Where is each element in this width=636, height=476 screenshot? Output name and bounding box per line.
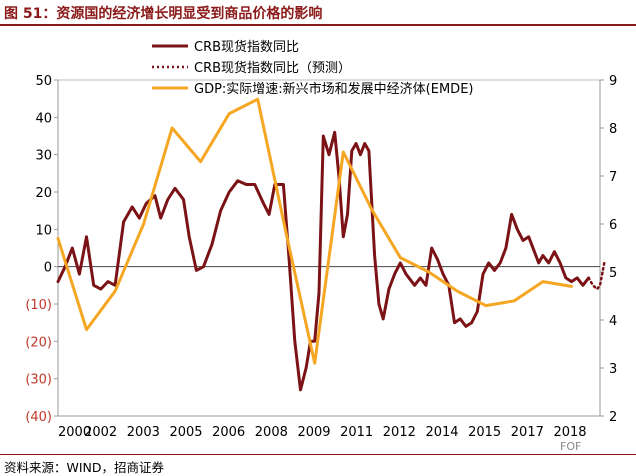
x-tick-label: 2003 xyxy=(127,425,160,440)
x-tick-label: 2011 xyxy=(340,425,373,440)
x-tick-label: 2017 xyxy=(511,425,544,440)
x-tick-label: 2018 xyxy=(553,425,586,440)
left-tick-label: (30) xyxy=(25,373,52,388)
left-tick-label: 0 xyxy=(44,261,52,276)
series-line-crb xyxy=(56,130,591,392)
source-divider xyxy=(0,454,636,455)
x-tick-label: 2000 xyxy=(58,425,91,440)
right-tick-label: 9 xyxy=(609,74,617,89)
right-tick-label: 5 xyxy=(609,266,617,281)
left-tick-label: 20 xyxy=(35,186,52,201)
right-tick-label: 4 xyxy=(609,314,617,329)
x-tick-label: 2008 xyxy=(255,425,288,440)
legend: CRB现货指数同比 CRB现货指数同比（预测） GDP:实际增速:新兴市场和发展… xyxy=(152,39,473,97)
series-layer xyxy=(56,97,606,392)
x-tick-label: 2005 xyxy=(169,425,202,440)
series-line-gdp xyxy=(56,97,573,365)
x-tick-label: 2006 xyxy=(212,425,245,440)
right-tick-label: 7 xyxy=(609,170,617,185)
left-tick-label: (40) xyxy=(25,410,52,425)
x-tick-label: 2009 xyxy=(297,425,330,440)
series-line-crb-forecast xyxy=(587,261,606,291)
legend-label-crb-forecast: CRB现货指数同比（预测） xyxy=(194,60,351,76)
left-tick-label: (20) xyxy=(25,335,52,350)
figure-title: 图 51：资源国的经济增长明显受到商品价格的影响 xyxy=(4,6,323,22)
x-tick-label: 2015 xyxy=(468,425,501,440)
left-tick-label: 50 xyxy=(35,74,52,89)
source-note: 资料来源：WIND，招商证券 xyxy=(4,460,165,475)
left-axis-ticks: 50 40 30 20 10 0 (10) (20) (30) (40) xyxy=(25,74,58,425)
legend-label-crb: CRB现货指数同比 xyxy=(194,39,299,55)
left-tick-label: 40 xyxy=(35,111,52,126)
legend-label-gdp: GDP:实际增速:新兴市场和发展中经济体(EMDE) xyxy=(194,81,473,97)
right-tick-label: 3 xyxy=(609,362,617,377)
right-tick-label: 2 xyxy=(609,410,617,425)
watermark: FOF xyxy=(560,440,582,453)
title-bar xyxy=(0,0,636,26)
x-tick-label: 2012 xyxy=(383,425,416,440)
left-tick-label: 10 xyxy=(35,223,52,238)
left-tick-label: (10) xyxy=(25,298,52,313)
x-tick-label: 2002 xyxy=(84,425,117,440)
right-axis-ticks: 9 8 7 6 5 4 3 2 xyxy=(600,74,617,425)
right-tick-label: 6 xyxy=(609,218,617,233)
x-tick-label: 2014 xyxy=(425,425,458,440)
left-tick-label: 30 xyxy=(35,149,52,164)
right-tick-label: 8 xyxy=(609,122,617,137)
